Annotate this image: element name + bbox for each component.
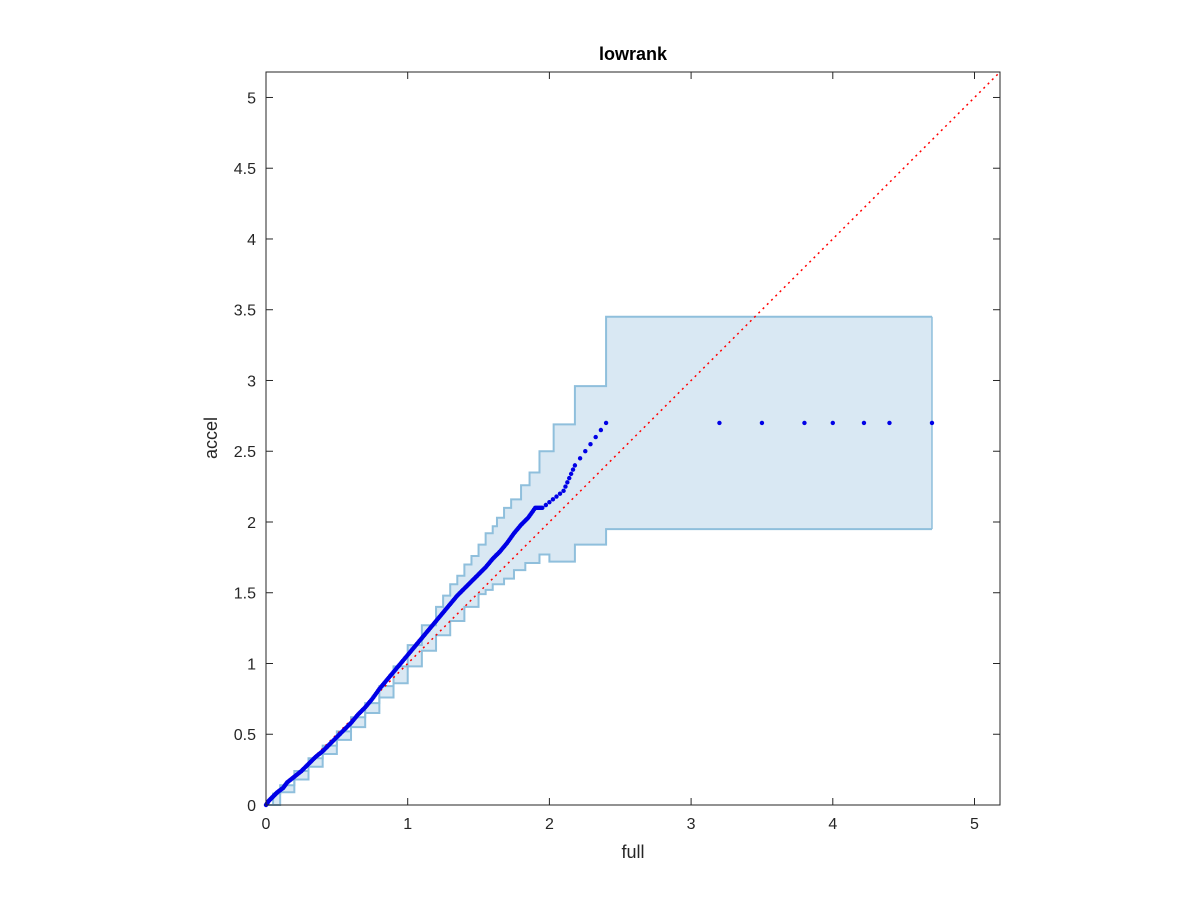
y-axis-label: accel — [201, 417, 221, 459]
data-point — [598, 427, 604, 433]
x-axis-label: full — [621, 842, 644, 862]
data-point — [759, 420, 765, 426]
data-point — [830, 420, 835, 426]
data-series — [263, 420, 935, 808]
data-point — [568, 471, 574, 477]
x-tick-label: 1 — [403, 816, 412, 833]
data-point — [543, 502, 549, 508]
y-tick-label: 4 — [247, 232, 256, 249]
y-tick-label: 3 — [247, 373, 256, 390]
data-point — [593, 434, 598, 440]
data-point — [577, 456, 583, 461]
band-lower-edge — [266, 528, 932, 806]
x-tick-label: 3 — [687, 816, 696, 833]
y-tick-label: 0 — [247, 798, 256, 815]
data-point — [565, 480, 570, 485]
data-point — [554, 494, 559, 499]
axes-box — [265, 71, 1001, 806]
data-point — [572, 463, 578, 468]
y-tick-label: 4.5 — [234, 161, 256, 178]
y-tick-label: 2.5 — [234, 444, 256, 461]
data-point — [717, 420, 722, 426]
data-point — [861, 420, 867, 426]
x-tick-label: 5 — [970, 816, 979, 833]
band-fill — [266, 316, 932, 805]
data-point — [561, 488, 566, 494]
x-tick-label: 2 — [545, 816, 554, 833]
reference-line-path — [265, 71, 1001, 806]
data-point — [588, 441, 593, 447]
y-tick-label: 2 — [247, 515, 256, 532]
y-tick-label: 0.5 — [234, 727, 256, 744]
x-tick-label: 4 — [828, 816, 837, 833]
band-upper-edge — [266, 315, 932, 806]
axis-ticks: 0 1 2 3 4 5 0 0.5 1 1.5 2 2.5 3 3.5 4 4.5 5 — [234, 72, 1000, 833]
data-point — [929, 420, 935, 426]
data-point — [802, 420, 807, 426]
data-point — [550, 497, 556, 502]
reference-line — [265, 71, 1001, 806]
data-point — [887, 420, 892, 426]
y-tick-label: 1 — [247, 656, 256, 673]
data-point — [540, 505, 545, 511]
data-point — [563, 484, 568, 489]
y-tick-label: 1.5 — [234, 586, 256, 603]
y-tick-label: 3.5 — [234, 303, 256, 320]
data-point — [567, 475, 572, 481]
x-tick-label: 0 — [262, 816, 271, 833]
y-tick-label: 5 — [247, 90, 256, 107]
data-point — [603, 420, 609, 426]
data-point — [583, 449, 588, 454]
chart-title: lowrank — [599, 44, 668, 64]
data-point — [570, 467, 576, 472]
data-point — [557, 491, 563, 496]
data-point — [547, 499, 552, 505]
